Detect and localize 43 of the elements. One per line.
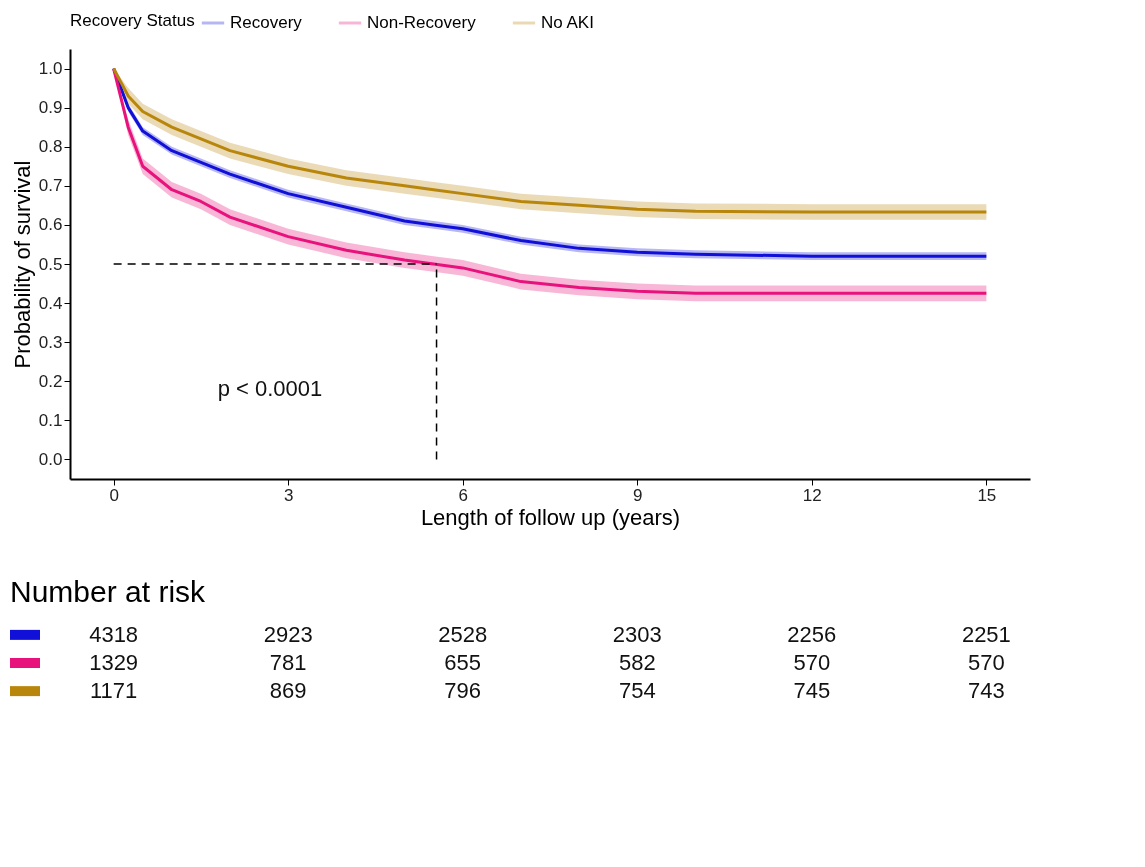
- data-label: 1171: [89, 678, 138, 704]
- data-label: 2256: [787, 621, 837, 647]
- data-label: 655: [444, 650, 482, 675]
- data-label: 2251: [961, 621, 1011, 647]
- data-label: 2303: [612, 621, 662, 647]
- data-label: 582: [618, 650, 656, 675]
- data-label: 1329: [89, 650, 139, 675]
- y-tick-label: 0.2: [38, 371, 63, 391]
- x-tick-label: 0: [109, 485, 119, 505]
- legend-label: Recovery: [230, 13, 303, 32]
- data-label: 570: [968, 650, 1005, 675]
- data-label: 4318: [89, 621, 139, 647]
- y-tick-label: 0.1: [38, 410, 63, 430]
- y-tick-label: 0.0: [38, 449, 63, 469]
- y-tick-label: 0.4: [38, 293, 63, 313]
- data-label: 743: [968, 678, 1005, 704]
- y-tick-label: 0.8: [38, 137, 63, 157]
- data-label: 2528: [438, 621, 488, 647]
- y-tick-label: 0.9: [38, 98, 63, 118]
- x-tick-label: 3: [283, 485, 294, 505]
- x-tick-label: 12: [802, 485, 822, 505]
- data-label: 570: [793, 650, 831, 675]
- x-tick-label: 6: [458, 485, 468, 505]
- y-tick-label: 0.3: [38, 332, 63, 352]
- x-axis-title: Length of follow up (years): [420, 504, 681, 530]
- legend-label: Non-Recovery: [367, 13, 477, 32]
- annotation: p < 0.0001: [217, 376, 323, 401]
- data-label: 781: [269, 650, 307, 675]
- data-label: 754: [618, 678, 656, 704]
- data-label: 869: [269, 678, 307, 704]
- data-label: 2923: [263, 621, 313, 647]
- legend-label: No AKI: [541, 13, 594, 32]
- data-label: 796: [444, 678, 482, 704]
- y-tick-label: 0.5: [38, 254, 63, 274]
- data-label: 745: [793, 678, 831, 704]
- y-tick-label: 0.7: [38, 176, 63, 196]
- x-tick-label: 15: [977, 485, 997, 505]
- y-axis-title: Probability of survival: [9, 160, 35, 369]
- y-tick-label: 1.0: [38, 59, 63, 79]
- chart-title: Number at risk: [10, 575, 207, 608]
- legend-title: Recovery Status: [70, 11, 195, 30]
- x-tick-label: 9: [633, 485, 643, 505]
- y-tick-label: 0.6: [38, 215, 63, 235]
